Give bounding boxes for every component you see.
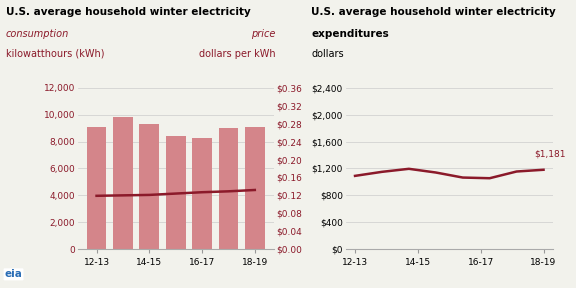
- Text: U.S. average household winter electricity: U.S. average household winter electricit…: [311, 7, 556, 17]
- Text: dollars per kWh: dollars per kWh: [199, 49, 275, 59]
- Text: kilowatthours (kWh): kilowatthours (kWh): [6, 49, 104, 59]
- Text: $1,181: $1,181: [534, 149, 566, 158]
- Text: expenditures: expenditures: [311, 29, 389, 39]
- Bar: [139, 124, 159, 249]
- Bar: [245, 127, 265, 249]
- Text: consumption: consumption: [6, 29, 69, 39]
- Text: eia: eia: [5, 269, 22, 279]
- Bar: [113, 118, 133, 249]
- Text: dollars: dollars: [311, 49, 344, 59]
- Text: U.S. average household winter electricity: U.S. average household winter electricit…: [6, 7, 251, 17]
- Bar: [86, 127, 107, 249]
- Bar: [166, 136, 185, 249]
- Text: price: price: [251, 29, 275, 39]
- Bar: [218, 128, 238, 249]
- Bar: [192, 138, 212, 249]
